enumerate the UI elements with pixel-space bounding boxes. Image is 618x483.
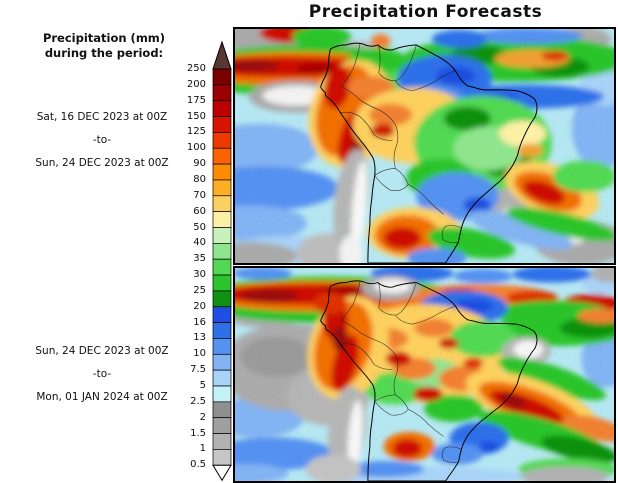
legend-heading: Precipitation (mm) during the period: [8,31,200,61]
colorbar-tick: 30 [193,269,206,280]
colorbar-tick: 35 [193,253,206,265]
colorbar-tick: 70 [193,189,206,201]
colorbar-tick: 7.5 [190,364,206,376]
colorbar-tick: 175 [186,94,206,106]
period-start-date: Sat, 16 DEC 2023 at 00Z [36,111,168,123]
map-panel-bottom [233,266,616,483]
precipitation-field [235,29,614,263]
colorbar-tick: 16 [193,316,206,328]
legend-heading-line2: during the period: [44,46,164,60]
period-end-date: Mon, 01 JAN 2024 at 00Z [36,391,168,403]
colorbar-tick: 5 [199,380,206,391]
colorbar-tick: 1.5 [190,427,206,439]
colorbar-tick: 25 [193,284,206,296]
page-title: Precipitation Forecasts [308,2,543,22]
coastline [320,280,538,481]
forecast-map-week2 [235,268,614,481]
period-label-top: Sat, 16 DEC 2023 at 00Z -to- Sun, 24 DEC… [4,106,200,175]
colorbar-tick: 20 [193,300,206,312]
map-panel-top [233,27,616,265]
colorbar-tick: 0.5 [190,459,206,471]
coastline [320,42,538,263]
colorbar-tick: 2 [199,411,206,423]
colorbar-tick: 1 [199,443,206,455]
colorbar-tick: 150 [186,110,206,122]
colorbar [212,40,232,482]
precipitation-field [235,268,614,481]
period-separator: -to- [92,368,112,380]
country-borders [340,281,462,463]
period-end-date: Sun, 24 DEC 2023 at 00Z [35,157,169,169]
graticule [235,268,614,481]
colorbar-tick: 100 [186,142,206,154]
colorbar-tick: 50 [193,221,206,233]
colorbar-tick: 13 [193,332,206,344]
colorbar-tick: 200 [186,78,206,90]
graticule [235,29,614,263]
colorbar-tick: 250 [186,63,206,74]
period-separator: -to- [92,134,112,146]
period-label-bottom: Sun, 24 DEC 2023 at 00Z -to- Mon, 01 JAN… [4,340,200,409]
colorbar-tick: 90 [193,158,206,170]
forecast-map-week1 [235,29,614,263]
colorbar-tick: 60 [193,205,206,217]
period-start-date: Sun, 24 DEC 2023 at 00Z [35,345,169,357]
colorbar-tick: 125 [186,126,206,138]
legend-heading-line1: Precipitation (mm) [42,31,166,45]
colorbar-tick: 80 [193,173,206,185]
colorbar-tick: 40 [193,237,206,249]
colorbar-tick: 2.5 [190,395,206,407]
country-borders [340,43,462,244]
colorbar-tick: 10 [193,348,206,360]
